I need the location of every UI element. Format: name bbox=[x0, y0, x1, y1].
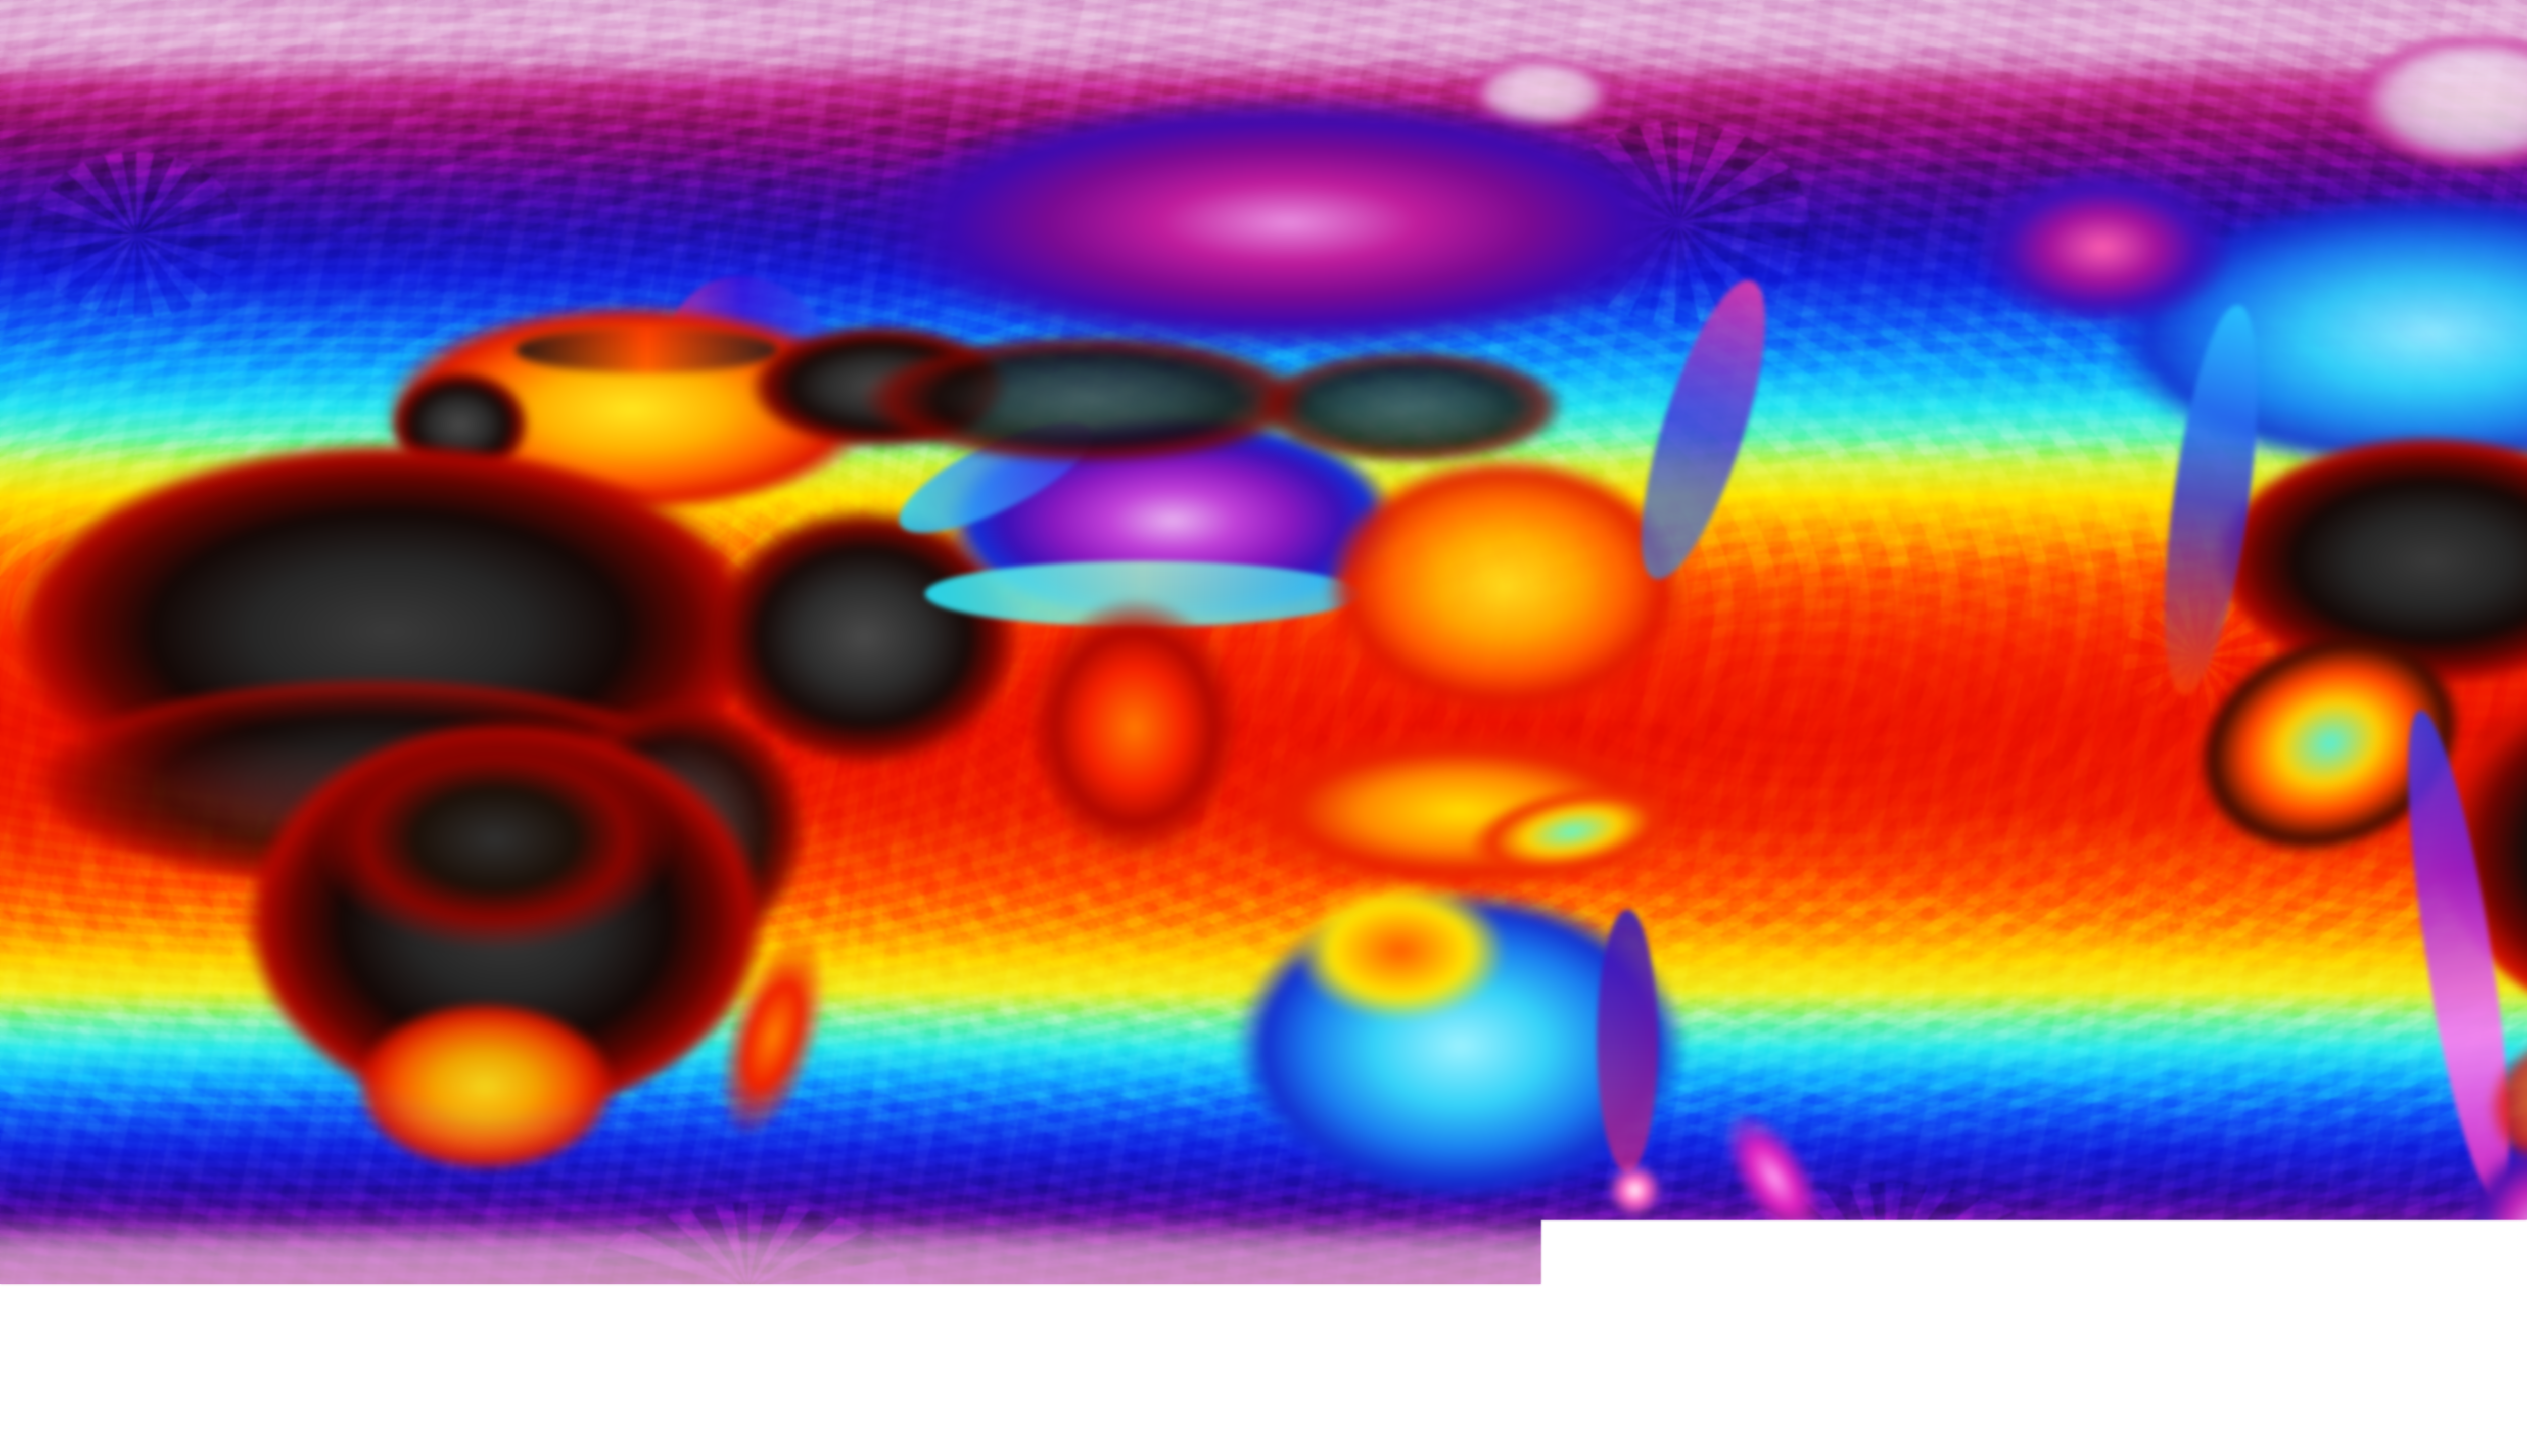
vortex-north-atlantic bbox=[30, 152, 243, 318]
great-dividing-range bbox=[1597, 910, 1658, 1172]
australia-north-warm bbox=[1294, 879, 1506, 1021]
congo-basin bbox=[313, 728, 677, 950]
alps-pyrenees-ridge bbox=[516, 327, 778, 373]
central-asia-deserts bbox=[859, 334, 1314, 465]
gobi-desert bbox=[1253, 349, 1567, 465]
antarctica bbox=[0, 1233, 2527, 1456]
alaska bbox=[1971, 167, 2234, 328]
east-asia-land bbox=[1324, 455, 1688, 718]
global-temperature-map: Global Surface Air Temperature bbox=[0, 0, 2527, 1456]
tasmania bbox=[1607, 1162, 1663, 1218]
india-peninsula bbox=[1026, 596, 1243, 859]
south-africa-cape bbox=[354, 1001, 617, 1172]
arctic-archipelago bbox=[2345, 30, 2527, 172]
siberia-cold-interior bbox=[859, 91, 1718, 354]
